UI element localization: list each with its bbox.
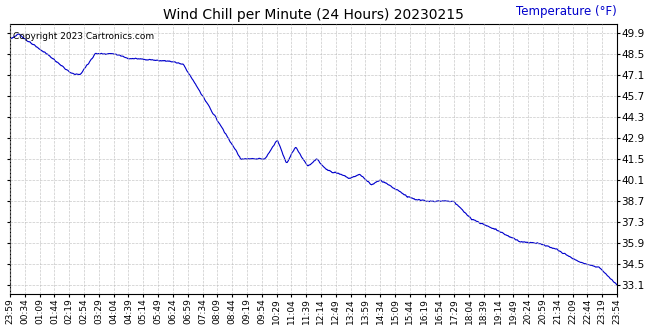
Text: Copyright 2023 Cartronics.com: Copyright 2023 Cartronics.com xyxy=(13,32,154,41)
Title: Wind Chill per Minute (24 Hours) 20230215: Wind Chill per Minute (24 Hours) 2023021… xyxy=(163,9,464,22)
Text: Temperature (°F): Temperature (°F) xyxy=(516,5,617,18)
